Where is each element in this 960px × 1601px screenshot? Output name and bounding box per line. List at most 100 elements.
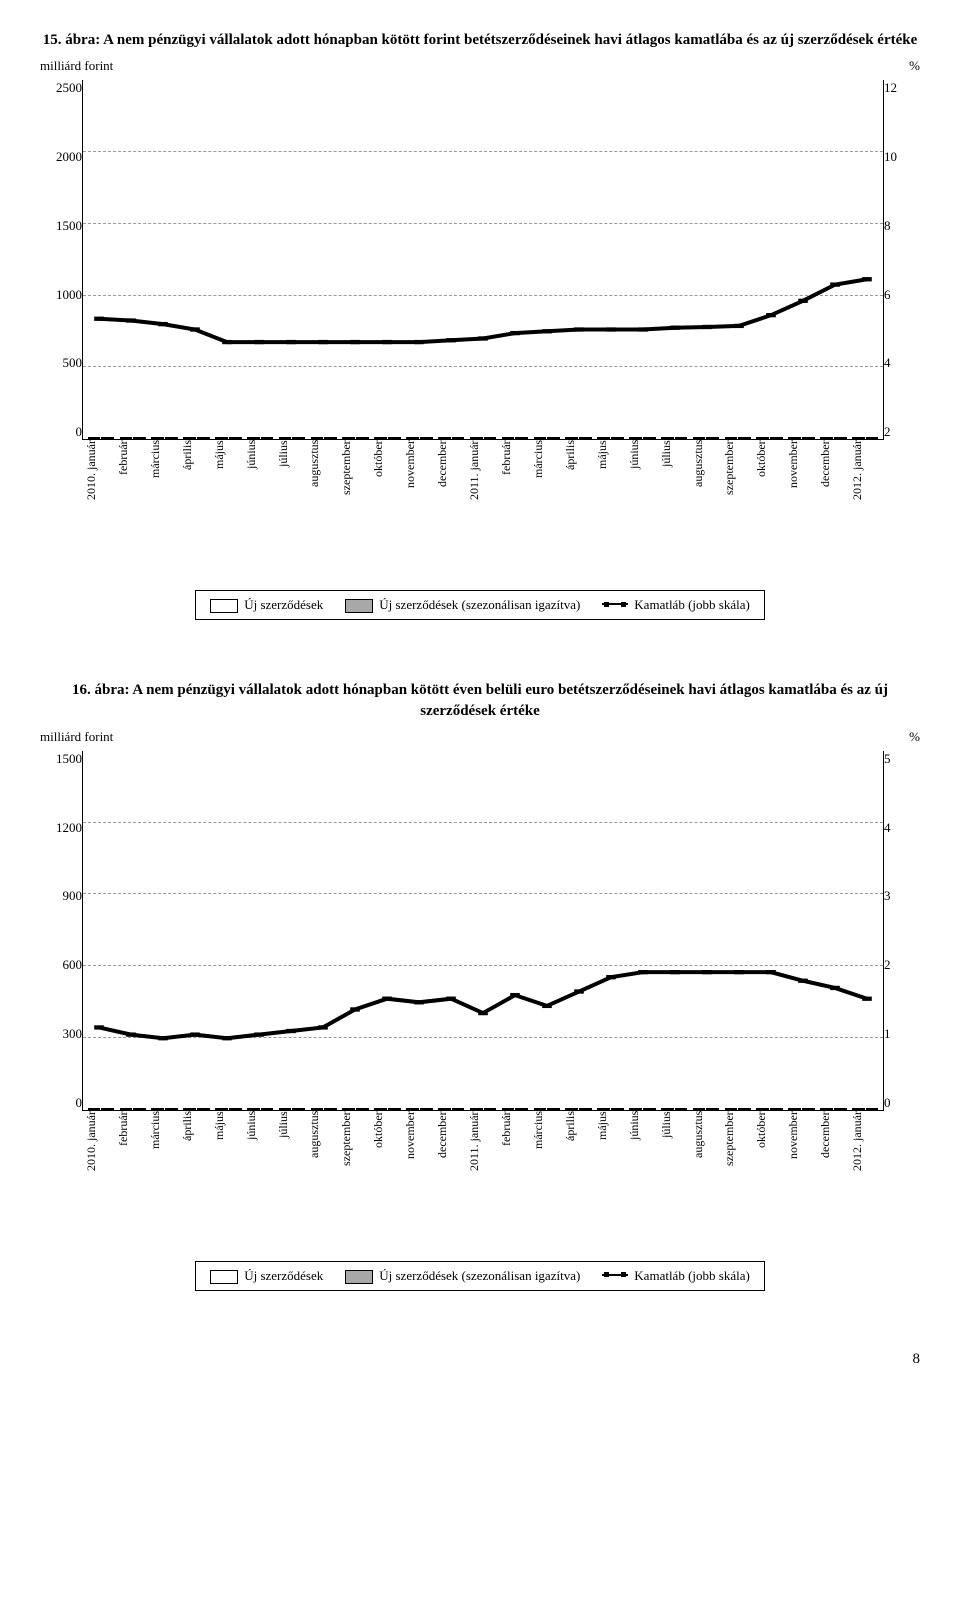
bar-series2 (133, 1108, 146, 1110)
x-tick: május (212, 440, 244, 534)
bar-series1 (565, 437, 578, 439)
bar-series2 (579, 1108, 592, 1110)
bar-group (308, 1108, 340, 1110)
x-tick: augusztus (307, 1111, 339, 1205)
y-tick-right: 12 (884, 80, 897, 96)
bar-series2 (261, 1108, 274, 1110)
x-tick: szeptember (722, 440, 754, 534)
bar-series2 (515, 1108, 528, 1110)
bar-series2 (611, 437, 624, 439)
y-axis-left: 150012009006003000 (40, 751, 82, 1111)
y-axis-left: 25002000150010005000 (40, 80, 82, 440)
legend: Új szerződésekÚj szerződések (szezonális… (195, 590, 765, 620)
y-tick-right: 1 (884, 1026, 891, 1042)
bar-series2 (706, 1108, 719, 1110)
bar-group (467, 1108, 499, 1110)
bar-series2 (579, 437, 592, 439)
bar-series1 (470, 437, 483, 439)
bar-series2 (356, 437, 369, 439)
y-axis-right-label: % (909, 58, 920, 74)
bar-series2 (165, 437, 178, 439)
bar-series2 (261, 437, 274, 439)
x-tick: október (754, 440, 786, 534)
x-tick: november (786, 1111, 818, 1205)
bar-series2 (547, 437, 560, 439)
bar-group (563, 437, 595, 439)
legend-swatch-series1 (210, 599, 238, 613)
bar-group (85, 1108, 117, 1110)
x-tick: október (371, 440, 403, 534)
bar-series1 (661, 1108, 674, 1110)
bar-series1 (693, 437, 706, 439)
bar-group (531, 1108, 563, 1110)
bar-series1 (311, 1108, 324, 1110)
x-tick: 2011. január (467, 440, 499, 534)
y-tick-right: 0 (884, 1095, 891, 1111)
bar-series1 (120, 437, 133, 439)
x-tick: június (627, 1111, 659, 1205)
legend-swatch-series3 (602, 603, 628, 605)
bar-series1 (565, 1108, 578, 1110)
bar-series1 (279, 1108, 292, 1110)
legend-swatch-series1 (210, 1270, 238, 1284)
x-axis: 2010. januárfebruármárciusáprilismájusjú… (82, 1111, 884, 1205)
x-tick: október (754, 1111, 786, 1205)
bar-group (308, 437, 340, 439)
bar-series2 (643, 1108, 656, 1110)
y-tick-left: 1500 (56, 751, 82, 767)
bar-series1 (756, 437, 769, 439)
bar-group (117, 1108, 149, 1110)
x-tick: december (435, 440, 467, 534)
bar-series1 (183, 437, 196, 439)
bar-series2 (101, 437, 114, 439)
y-tick-left: 900 (63, 888, 83, 904)
x-tick: március (531, 1111, 563, 1205)
bar-group (722, 437, 754, 439)
bar-series1 (151, 1108, 164, 1110)
bar-group (499, 437, 531, 439)
y-axis-right-label: % (909, 729, 920, 745)
bar-series1 (342, 437, 355, 439)
x-tick: szeptember (339, 440, 371, 534)
y-axis-left-label: milliárd forint (40, 58, 113, 74)
bar-group (244, 1108, 276, 1110)
y-tick-right: 3 (884, 888, 891, 904)
y-tick-left: 600 (63, 957, 83, 973)
bar-group (181, 437, 213, 439)
x-tick: 2012. január (850, 440, 882, 534)
x-tick: 2012. január (850, 1111, 882, 1205)
bar-series2 (229, 437, 242, 439)
x-tick: március (148, 1111, 180, 1205)
y-tick-left: 300 (63, 1026, 83, 1042)
bar-group (435, 1108, 467, 1110)
bar-series2 (802, 437, 815, 439)
bar-series1 (88, 437, 101, 439)
bar-series1 (438, 1108, 451, 1110)
bar-series1 (788, 1108, 801, 1110)
x-tick: július (276, 1111, 308, 1205)
x-tick: június (244, 1111, 276, 1205)
x-tick: 2010. január (84, 440, 116, 534)
bar-series1 (502, 1108, 515, 1110)
x-axis: 2010. januárfebruármárciusáprilismájusjú… (82, 440, 884, 534)
y-axis-left-label: milliárd forint (40, 729, 113, 745)
bar-series2 (420, 437, 433, 439)
bar-series1 (820, 437, 833, 439)
bar-series2 (547, 1108, 560, 1110)
legend-item: Kamatláb (jobb skála) (602, 597, 750, 613)
bar-group (149, 1108, 181, 1110)
x-tick: július (659, 440, 691, 534)
y-tick-right: 8 (884, 218, 891, 234)
bar-series2 (292, 437, 305, 439)
y-axis-right: 543210 (884, 751, 920, 1111)
bar-series2 (324, 437, 337, 439)
bar-series2 (611, 1108, 624, 1110)
x-tick: április (180, 1111, 212, 1205)
legend-swatch-series2 (345, 599, 373, 613)
y-tick-right: 2 (884, 424, 891, 440)
bar-group (690, 437, 722, 439)
bar-group (212, 437, 244, 439)
x-tick: 2010. január (84, 1111, 116, 1205)
y-axis-right: 12108642 (884, 80, 920, 440)
bar-series1 (311, 437, 324, 439)
